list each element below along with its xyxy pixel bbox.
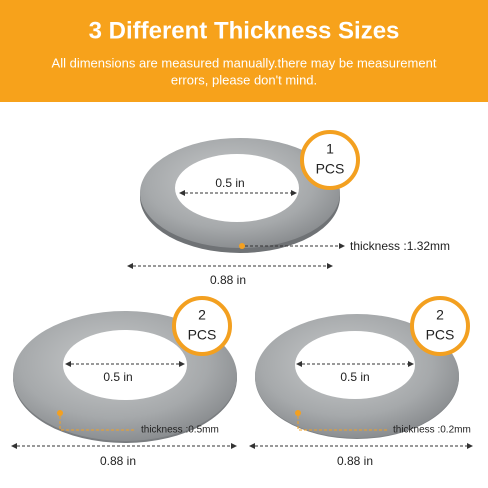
subtitle: errors, please don't mind. <box>171 72 317 87</box>
thickness-label: thickness :0.5mm <box>141 425 219 436</box>
badge-unit: PCS <box>426 327 455 343</box>
thickness-dot <box>295 410 301 416</box>
outer-label: 0.88 in <box>100 454 136 468</box>
inner-label: 0.5 in <box>215 176 244 190</box>
washer-hole <box>175 154 299 222</box>
badge-count: 1 <box>326 141 334 157</box>
badge-unit: PCS <box>188 327 217 343</box>
thickness-dot <box>239 243 245 249</box>
thickness-dot <box>57 410 63 416</box>
outer-label: 0.88 in <box>210 273 246 287</box>
badge <box>410 296 470 356</box>
inner-label: 0.5 in <box>103 370 132 384</box>
subtitle: All dimensions are measured manually.the… <box>52 55 437 70</box>
inner-label: 0.5 in <box>340 370 369 384</box>
washer-hole <box>63 330 187 400</box>
title: 3 Different Thickness Sizes <box>89 17 400 44</box>
header-band <box>0 0 488 102</box>
badge-count: 2 <box>436 307 444 323</box>
badge <box>172 296 232 356</box>
outer-label: 0.88 in <box>337 454 373 468</box>
badge-count: 2 <box>198 307 206 323</box>
washer-hole <box>295 331 415 399</box>
badge <box>300 130 360 190</box>
badge-unit: PCS <box>316 161 345 177</box>
thickness-label: thickness :1.32mm <box>350 239 450 253</box>
thickness-label: thickness :0.2mm <box>393 425 471 436</box>
